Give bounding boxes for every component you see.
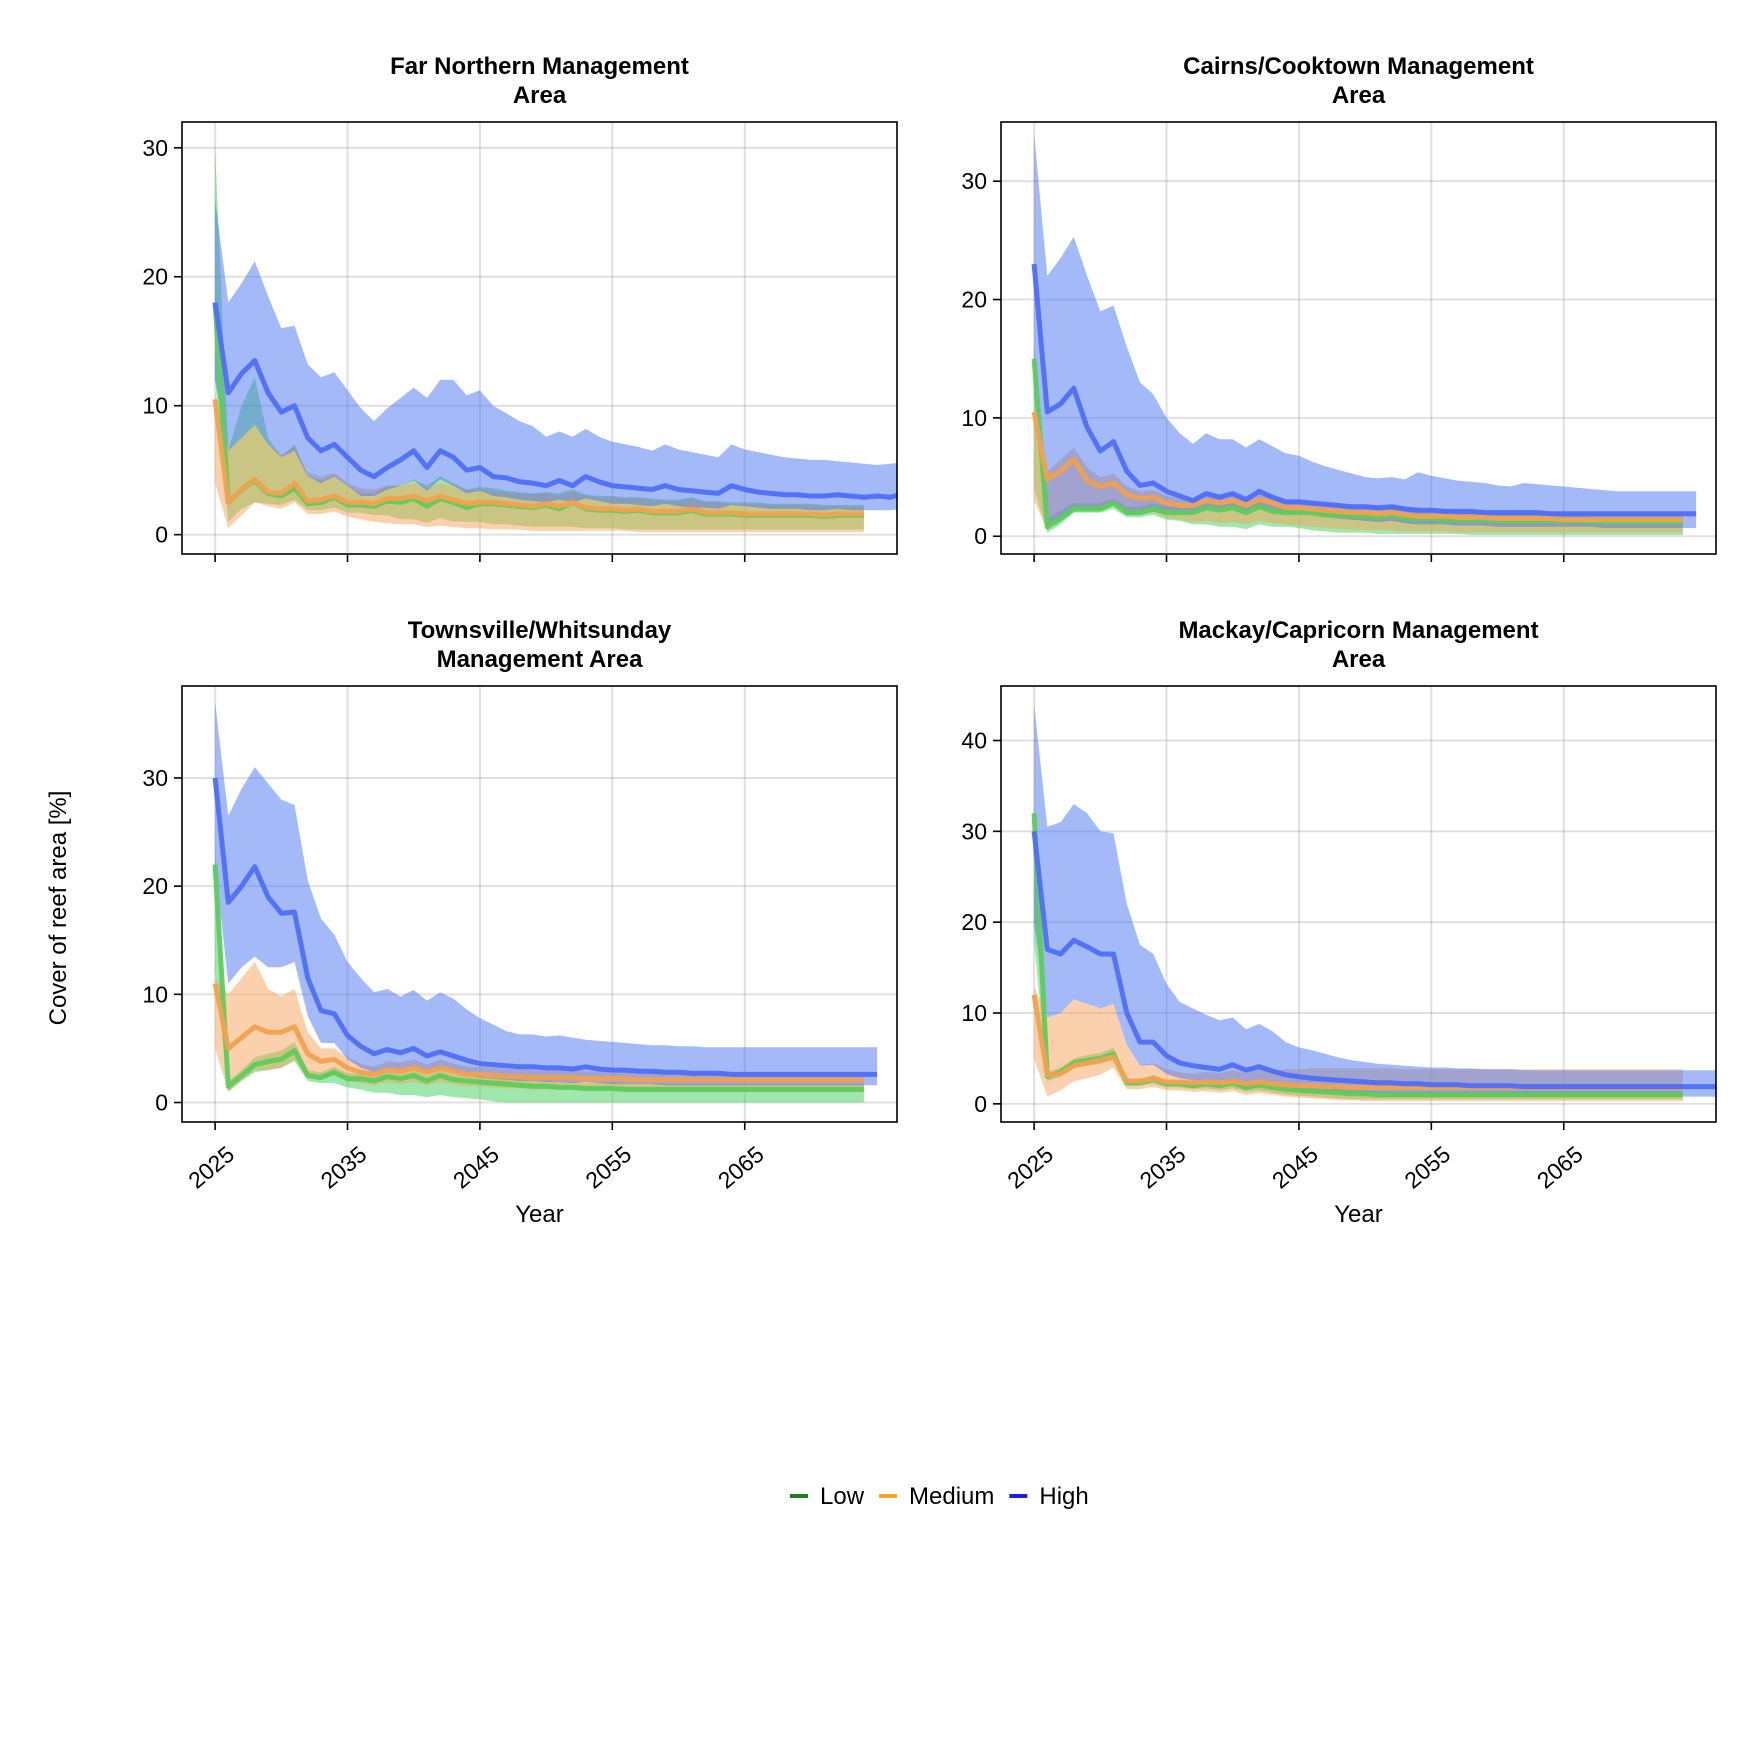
y-tick-label: 40 (961, 728, 987, 754)
legend-item-low: Low (790, 1483, 865, 1510)
panel-title-line: Area (1332, 82, 1386, 109)
plot-frame (1000, 685, 1717, 1123)
plot-area (1031, 133, 1697, 536)
y-tick-label: 30 (961, 818, 987, 844)
legend-item-high: High (1009, 1483, 1089, 1510)
y-tick-label: 30 (142, 135, 168, 161)
panel-title-line: Townsville/Whitsunday (408, 617, 672, 644)
plot-frame (181, 121, 898, 555)
panels: Far Northern ManagementArea0102030Cairns… (142, 53, 1717, 1228)
y-tick-label: 10 (142, 393, 168, 419)
plot-area (1031, 704, 1716, 1102)
legend-label: Medium (909, 1483, 994, 1510)
series-line-medium (212, 398, 864, 518)
plot-frame (1000, 121, 1717, 555)
series-line-low (212, 864, 864, 1092)
y-tick-label: 10 (142, 981, 168, 1007)
legend-label: High (1039, 1483, 1088, 1510)
plot-area (212, 702, 878, 1103)
series-line-medium (212, 983, 864, 1083)
panel-title-line: Far Northern Management (390, 53, 689, 80)
series-line-high (1031, 263, 1697, 517)
x-axis-label: Year (515, 1201, 564, 1228)
y-tick-label: 10 (961, 1000, 987, 1026)
panel-title-line: Mackay/Capricorn Management (1178, 617, 1538, 644)
series-line-medium (1031, 411, 1683, 523)
y-tick-label: 20 (142, 873, 168, 899)
legend: Low Medium High (790, 1483, 1089, 1510)
band-medium (215, 392, 864, 533)
band-high (215, 199, 897, 511)
plot-area (212, 147, 897, 533)
y-tick-label: 30 (142, 765, 168, 791)
plot-frame (181, 685, 898, 1123)
panel-title-line: Management Area (437, 646, 643, 673)
series-line-high (1031, 831, 1716, 1090)
y-tick-label: 0 (155, 1090, 168, 1116)
series-line-high (212, 777, 878, 1077)
panel-title-line: Area (513, 82, 567, 109)
panel-title-line: Area (1332, 646, 1386, 673)
y-tick-label: 20 (961, 287, 987, 313)
y-tick-label: 0 (974, 523, 987, 549)
y-tick-label: 10 (961, 405, 987, 431)
y-tick-label: 20 (961, 909, 987, 935)
y-tick-label: 0 (974, 1091, 987, 1117)
y-tick-label: 30 (961, 168, 987, 194)
x-axis-label: Year (1334, 1201, 1383, 1228)
panel-title-line: Cairns/Cooktown Management (1183, 53, 1534, 80)
series-line-high (212, 302, 897, 500)
y-tick-label: 20 (142, 264, 168, 290)
y-tick-label: 0 (155, 522, 168, 548)
y-axis-label: Cover of reef area [%] (45, 791, 72, 1026)
legend-item-medium: Medium (879, 1483, 994, 1510)
legend-label: Low (820, 1483, 865, 1510)
